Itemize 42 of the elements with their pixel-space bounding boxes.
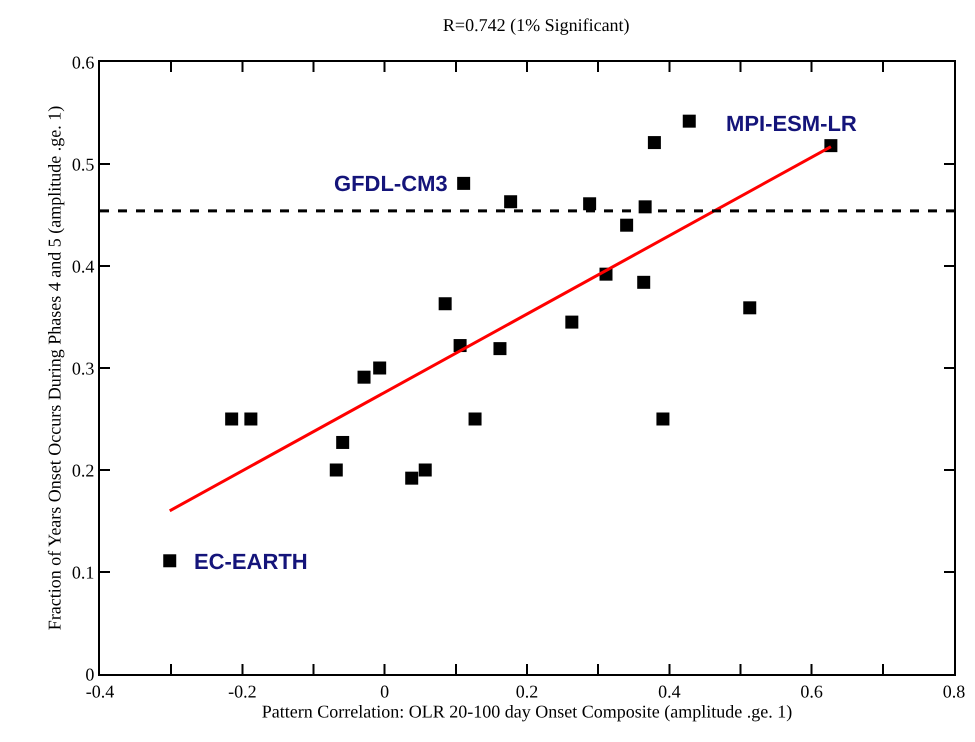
point [743, 301, 756, 314]
point [504, 195, 518, 208]
y-tick-label: 0.6 [72, 52, 94, 72]
x-tick-label: 0 [380, 682, 390, 702]
point [468, 412, 482, 426]
point [620, 218, 634, 232]
point [656, 412, 670, 426]
point [418, 464, 432, 476]
y-tick-label: 0.4 [72, 256, 94, 276]
y-tick-label: 0.5 [72, 154, 94, 174]
chart-title: R=0.742 (1% Significant) [442, 15, 630, 36]
annotation: GFDL-CM3 [334, 171, 448, 196]
point [682, 114, 696, 128]
y-tick-label: 0.3 [72, 358, 94, 378]
x-tick-label: 0.2 [516, 682, 538, 702]
point [358, 370, 371, 384]
point [493, 342, 506, 356]
y-axis-title: Fraction of Years Onset Occurs During Phases 4 and 5 (amplitude .ge. 1) [44, 106, 65, 630]
point [225, 412, 238, 426]
y-tick-label: 0.2 [72, 460, 94, 480]
x-tick-label: 0.8 [942, 682, 966, 702]
point [637, 276, 650, 289]
point [336, 436, 350, 449]
x-tick-label: 0.4 [658, 682, 681, 702]
y-tick-label: 0.1 [72, 562, 94, 582]
point [373, 362, 386, 374]
point [457, 176, 470, 190]
x-axis-title: Pattern Correlation: OLR 20-100 day Onset Composite (amplitude .ge. 1) [262, 702, 792, 722]
x-tick-label: -0.4 [86, 682, 114, 702]
point [330, 464, 343, 476]
point [163, 554, 176, 568]
point [405, 472, 418, 485]
y-tick-label: 0 [85, 664, 94, 684]
point [583, 197, 596, 210]
point [648, 136, 661, 150]
point [438, 297, 452, 310]
annotation: MPI-ESM-LR [726, 111, 857, 136]
x-tick-label: 0.6 [800, 682, 823, 702]
point [244, 412, 258, 426]
point [565, 316, 578, 329]
x-tick-label: -0.2 [228, 682, 257, 702]
annotation: EC-EARTH [194, 549, 308, 574]
